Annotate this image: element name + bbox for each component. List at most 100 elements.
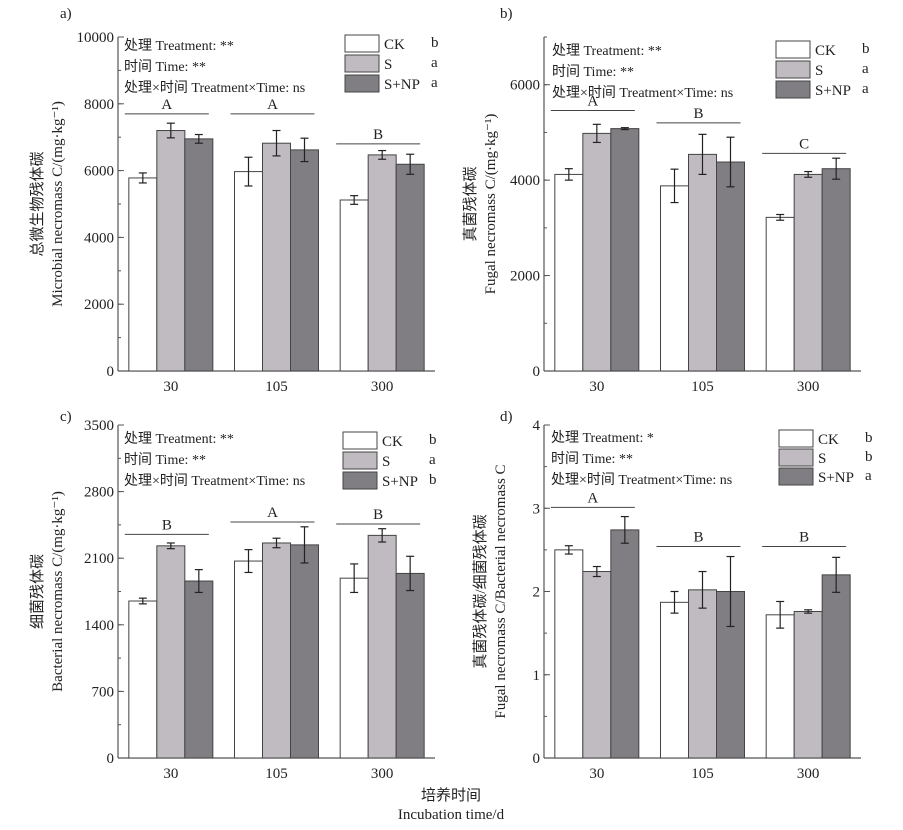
legend-significance-letter: b	[865, 430, 873, 446]
bar-ck-300	[339, 199, 369, 372]
legend-label: S+NP	[818, 470, 854, 486]
bar-ck-105	[234, 560, 263, 759]
bar-s-30	[582, 571, 612, 759]
legend-significance-letter: a	[431, 75, 438, 91]
stats-annotation: 处理×时间 Treatment×Time: ns	[551, 472, 732, 488]
y-tick-label: 0	[533, 364, 541, 380]
y-tick-label: 2100	[84, 551, 114, 567]
x-tick-label: 300	[371, 766, 394, 782]
bar-ck-30	[554, 173, 584, 372]
legend-significance-letter: b	[429, 472, 437, 488]
y-axis-title-en: Bacterial necromass C/(mg·kg⁻¹)	[50, 491, 66, 692]
legend-significance-letter: b	[862, 41, 870, 57]
bar-s-np-30	[610, 128, 640, 372]
bar-s-105	[688, 153, 717, 372]
y-axis-title-en: Fugal necromass C/(mg·kg⁻¹)	[483, 114, 499, 295]
bar-s-105	[262, 142, 291, 372]
legend-label: CK	[815, 43, 836, 59]
x-tick-label: 30	[589, 766, 604, 782]
x-tick-label: 300	[797, 379, 820, 395]
bar-s-30	[156, 545, 186, 759]
bar-s-np-105	[716, 161, 745, 372]
y-tick-label: 2000	[84, 297, 114, 313]
group-significance-letter: B	[799, 530, 809, 546]
legend-significance-letter: b	[431, 35, 439, 51]
stats-annotation: 处理×时间 Treatment×Time: ns	[124, 473, 305, 489]
y-axis-title-en: Microbial necromass C/(mg·kg⁻¹)	[50, 101, 66, 307]
x-tick-label: 30	[163, 766, 178, 782]
y-tick-label: 0	[107, 751, 115, 767]
bar-s-np-105	[290, 544, 319, 759]
x-tick-label: 30	[163, 379, 178, 395]
legend-significance-letter: a	[429, 452, 436, 468]
legend-significance-letter: b	[429, 432, 437, 448]
stats-annotation: 处理×时间 Treatment×Time: ns	[124, 80, 305, 96]
x-tick-label: 30	[589, 379, 604, 395]
y-tick-label: 4	[533, 418, 541, 434]
bar-s-105	[688, 589, 717, 759]
chart-panel-d: d) 0 1 2 3 4 真菌残体碳/细菌残体碳 Fugal necromass C/Bact…	[471, 409, 873, 782]
y-tick-label: 3500	[84, 418, 114, 434]
legend-label: CK	[382, 434, 403, 450]
stats-annotation: 时间 Time: **	[124, 59, 206, 75]
x-tick-label: 105	[265, 379, 288, 395]
legend-swatch-s-np	[775, 80, 811, 99]
legend-label: S+NP	[382, 474, 418, 490]
bar-s-300	[367, 154, 397, 372]
legend-significance-letter: a	[865, 468, 872, 484]
group-significance-letter: B	[373, 507, 383, 523]
y-tick-label: 6000	[84, 164, 114, 180]
y-tick-label: 1400	[84, 618, 114, 634]
legend-label: CK	[818, 432, 839, 448]
y-tick-label: 2	[533, 585, 541, 601]
y-axis-title-cn: 真菌残体碳	[461, 166, 479, 241]
bar-s-np-300	[821, 168, 851, 372]
legend-swatch-s-np	[778, 467, 814, 486]
x-tick-label: 105	[265, 766, 288, 782]
bar-s-30	[156, 130, 186, 372]
y-tick-label: 6000	[510, 78, 540, 94]
x-tick-label: 105	[691, 379, 714, 395]
bar-s-np-300	[395, 572, 425, 759]
bar-s-300	[793, 610, 823, 759]
stats-annotation: 处理 Treatment: *	[551, 430, 654, 446]
stats-annotation: 时间 Time: **	[551, 451, 633, 467]
bar-s-np-300	[395, 163, 425, 372]
legend-label: S	[815, 63, 823, 79]
y-tick-label: 8000	[84, 97, 114, 113]
y-tick-label: 2800	[84, 485, 114, 501]
x-tick-label: 300	[797, 766, 820, 782]
bar-s-300	[367, 534, 397, 759]
legend-significance-letter: a	[431, 55, 438, 71]
legend-swatch-s-np	[342, 471, 378, 490]
legend-label: CK	[384, 37, 405, 53]
legend-swatch-s	[775, 60, 811, 79]
y-tick-label: 10000	[77, 30, 115, 46]
bar-ck-105	[234, 171, 263, 372]
x-tick-label: 300	[371, 379, 394, 395]
bar-s-np-30	[184, 138, 214, 372]
y-tick-label: 4000	[84, 230, 114, 246]
legend-significance-letter: a	[862, 81, 869, 97]
group-significance-letter: A	[161, 97, 172, 113]
y-tick-label: 0	[107, 364, 115, 380]
stats-annotation: 处理×时间 Treatment×Time: ns	[552, 85, 733, 101]
bar-s-105	[262, 542, 291, 759]
bar-ck-300	[765, 216, 795, 372]
y-tick-label: 4000	[510, 173, 540, 189]
legend-significance-letter: a	[862, 61, 869, 77]
chart-panel-a: a) 0 2000 4000 6000 8000 10000 总微生物残体碳 Microbial…	[29, 6, 439, 395]
stats-annotation: 处理 Treatment: **	[552, 43, 662, 59]
legend-swatch-ck	[344, 34, 380, 53]
bar-ck-300	[765, 614, 795, 759]
legend-label: S+NP	[815, 83, 851, 99]
bar-ck-105	[660, 601, 689, 759]
stats-annotation: 时间 Time: **	[552, 64, 634, 80]
y-tick-label: 2000	[510, 269, 540, 285]
y-axis-title-en: Fugal necromass C/Bacterial necromass C	[493, 464, 509, 718]
legend-label: S	[384, 57, 392, 73]
panel-label: a)	[60, 6, 72, 22]
group-significance-letter: B	[693, 530, 703, 546]
legend-significance-letter: b	[865, 449, 873, 465]
